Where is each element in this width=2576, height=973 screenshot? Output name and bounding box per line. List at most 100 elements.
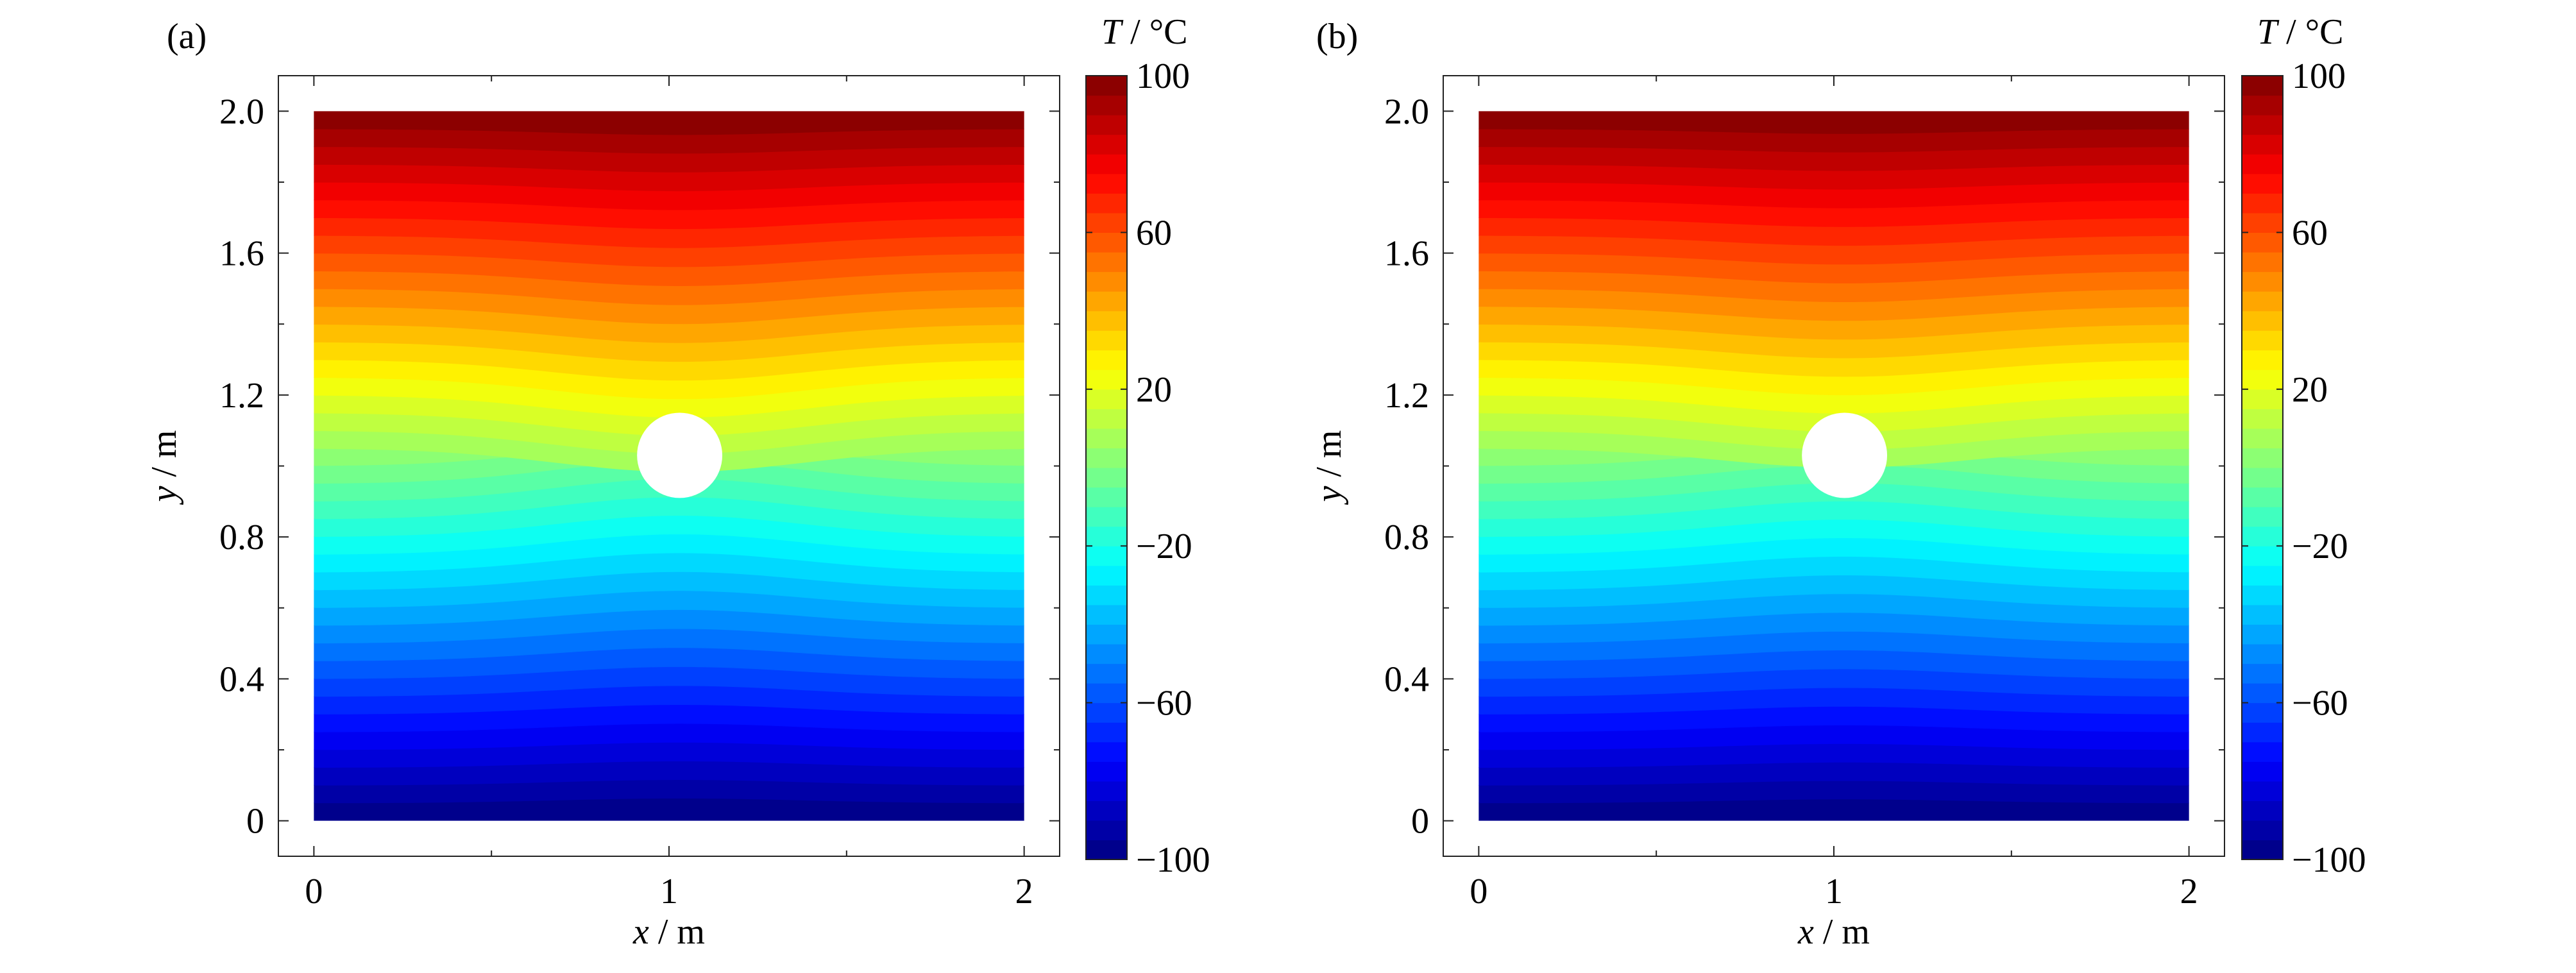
colorbar-segment xyxy=(1086,154,1127,174)
x-tick-label: 1 xyxy=(660,872,678,911)
colorbar-segment xyxy=(2242,507,2283,527)
colorbar-segment xyxy=(1086,546,1127,566)
contour-band xyxy=(1479,799,2189,821)
colorbar-segment xyxy=(2242,389,2283,409)
colorbar-segment xyxy=(1086,663,1127,684)
y-tick-label: 0.4 xyxy=(1384,659,1429,699)
colorbar-segment xyxy=(1086,173,1127,194)
colorbar-tick-label: −20 xyxy=(2292,527,2348,566)
colorbar-segment xyxy=(1086,468,1127,488)
colorbar-segment xyxy=(1086,212,1127,233)
x-axis-label: x / m xyxy=(1797,912,1870,952)
colorbar-segment xyxy=(1086,585,1127,605)
colorbar-segment xyxy=(1086,193,1127,214)
colorbar-segment xyxy=(1086,251,1127,273)
colorbar-segment xyxy=(2242,212,2283,233)
y-tick-label: 0.8 xyxy=(219,518,264,557)
colorbar-segment xyxy=(1086,624,1127,645)
colorbar-segment xyxy=(2242,330,2283,351)
colorbar-segment xyxy=(1086,389,1127,409)
colorbar-segment xyxy=(2242,271,2283,292)
colorbar-label: T / °C xyxy=(2257,12,2343,52)
colorbar-segment xyxy=(1086,526,1127,546)
y-tick-label: 0.8 xyxy=(1384,518,1429,557)
colorbar-tick-label: −100 xyxy=(2292,840,2366,880)
colorbar-segment xyxy=(1086,330,1127,351)
y-tick-label: 1.2 xyxy=(1384,376,1429,416)
colorbar-tick-label: −20 xyxy=(1136,527,1192,566)
colorbar-segment xyxy=(2242,487,2283,507)
y-tick-label: 2.0 xyxy=(1384,92,1429,131)
colorbar-segment xyxy=(2242,741,2283,762)
colorbar-segment xyxy=(1086,487,1127,507)
colorbar-segment xyxy=(2242,663,2283,684)
colorbar-segment xyxy=(2242,468,2283,488)
colorbar-segment xyxy=(2242,604,2283,625)
colorbar-segment xyxy=(1086,310,1127,331)
x-tick-label: 2 xyxy=(1015,872,1033,911)
contour-band xyxy=(1479,111,2189,134)
colorbar-segment xyxy=(2242,134,2283,155)
colorbar-tick-label: 20 xyxy=(2292,370,2328,410)
colorbar-segment xyxy=(1086,271,1127,292)
contour-band xyxy=(314,798,1024,821)
y-tick-label: 1.6 xyxy=(1384,234,1429,274)
colorbar-segment xyxy=(2242,409,2283,429)
colorbar-segment xyxy=(1086,428,1127,449)
colorbar-segment xyxy=(2242,702,2283,723)
colorbar-segment xyxy=(2242,800,2283,821)
colorbar-segment xyxy=(1086,76,1127,96)
colorbar-tick-label: 20 xyxy=(1136,370,1172,410)
colorbar-tick-label: 60 xyxy=(2292,213,2328,253)
colorbar: 100 60 20 −20 −60 −100 T / °C xyxy=(1085,12,1210,880)
y-tick-label: 1.2 xyxy=(219,376,264,416)
colorbar-segment xyxy=(2242,624,2283,645)
temperature-field xyxy=(1479,111,2189,821)
colorbar-tick-label: −60 xyxy=(1136,684,1192,723)
colorbar-segment xyxy=(2242,251,2283,273)
colorbar-tick-label: 60 xyxy=(1136,213,1172,253)
colorbar-segment xyxy=(2242,310,2283,331)
panel-label: (b) xyxy=(1316,17,1358,56)
colorbar-segment xyxy=(1086,409,1127,429)
colorbar-segment xyxy=(1086,507,1127,527)
y-axis-label: y / m xyxy=(1309,430,1349,505)
colorbar-segment xyxy=(2242,643,2283,664)
colorbar-tick-label: 100 xyxy=(2292,56,2346,96)
colorbar-segment xyxy=(2242,76,2283,96)
colorbar-segment xyxy=(2242,350,2283,370)
colorbar-segment xyxy=(1086,702,1127,723)
colorbar-segment xyxy=(1086,95,1127,115)
y-axis-label: y / m xyxy=(144,430,184,505)
colorbar-segment xyxy=(2242,115,2283,135)
colorbar-segment xyxy=(2242,781,2283,801)
circular-hole xyxy=(1802,412,1888,498)
colorbar-segment xyxy=(1086,115,1127,135)
colorbar-segment xyxy=(2242,95,2283,115)
colorbar-segment xyxy=(1086,369,1127,390)
colorbar-segment xyxy=(2242,840,2283,860)
colorbar: 100 60 20 −20 −60 −100 T / °C xyxy=(2241,12,2366,880)
colorbar-frame xyxy=(1085,75,1128,860)
temperature-field xyxy=(314,111,1024,821)
colorbar-segment xyxy=(2242,448,2283,468)
panel-a: (a)0 1 200.40.81.21.62.0x / my / m1006020−… xyxy=(144,12,1210,952)
colorbar-segment xyxy=(2242,546,2283,566)
colorbar-segment xyxy=(1086,820,1127,841)
colorbar-segment xyxy=(2242,820,2283,841)
colorbar-segment xyxy=(2242,173,2283,194)
colorbar-segment xyxy=(2242,369,2283,390)
y-tick-label: 1.6 xyxy=(219,234,264,274)
colorbar-segment xyxy=(1086,291,1127,312)
colorbar-segment xyxy=(1086,722,1127,743)
colorbar-segment xyxy=(2242,722,2283,743)
colorbar-segment xyxy=(1086,781,1127,801)
y-tick-label: 0.4 xyxy=(219,659,264,699)
colorbar-tick-label: −100 xyxy=(1136,840,1210,880)
colorbar-segment xyxy=(1086,800,1127,821)
colorbar-segment xyxy=(1086,643,1127,664)
colorbar-tick-label: 100 xyxy=(1136,56,1190,96)
x-tick-label: 1 xyxy=(1825,872,1843,911)
colorbar-segment xyxy=(1086,232,1127,253)
